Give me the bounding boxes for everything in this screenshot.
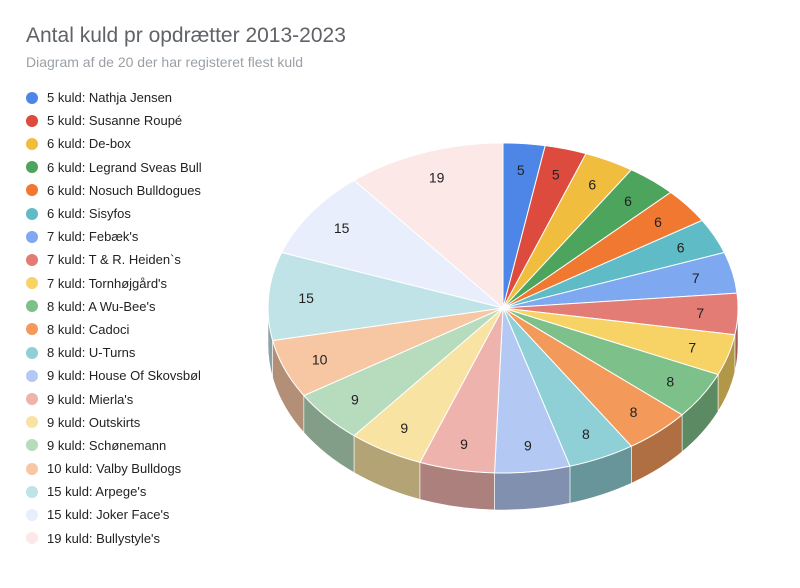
slice-value-label: 19	[429, 169, 445, 185]
slice-value-label: 9	[460, 436, 468, 452]
legend-color-swatch	[26, 161, 38, 174]
legend-label: 8 kuld: U-Turns	[47, 345, 136, 361]
legend-item: 8 kuld: Cadoci	[26, 318, 202, 341]
slice-value-label: 8	[666, 374, 674, 390]
pie-slice	[280, 179, 504, 309]
legend-label: 19 kuld: Bullystyle's	[47, 530, 161, 546]
legend-label: 10 kuld: Valby Bulldogs	[47, 461, 182, 477]
legend-color-swatch	[26, 230, 38, 243]
legend-label: 6 kuld: Sisyfos	[47, 206, 131, 222]
legend-item: 6 kuld: Sisyfos	[26, 202, 202, 225]
legend-label: 9 kuld: Mierla's	[47, 391, 134, 407]
legend-color-swatch	[26, 300, 38, 313]
legend-item: 15 kuld: Arpege's	[26, 480, 202, 503]
legend-item: 6 kuld: De-box	[26, 132, 202, 155]
legend-item: 5 kuld: Susanne Roupé	[26, 109, 202, 132]
legend-color-swatch	[26, 346, 38, 359]
slice-value-label: 6	[624, 193, 632, 209]
legend-item: 9 kuld: Mierla's	[26, 387, 202, 410]
legend-item: 7 kuld: Tornhøjgård's	[26, 272, 202, 295]
chart-title: Antal kuld pr opdrætter 2013-2023	[26, 24, 346, 47]
pie-slice	[353, 142, 504, 310]
legend-item: 6 kuld: Legrand Sveas Bull	[26, 156, 202, 179]
slice-value-label: 9	[351, 392, 359, 408]
legend-color-swatch	[26, 114, 38, 127]
slice-value-label: 5	[517, 162, 525, 178]
legend-color-swatch	[26, 393, 38, 406]
legend-color-swatch	[26, 532, 38, 545]
legend-color-swatch	[26, 277, 38, 290]
legend-color-swatch	[26, 207, 38, 220]
legend-color-swatch	[26, 462, 38, 475]
legend-item: 6 kuld: Nosuch Bulldogues	[26, 179, 202, 202]
legend-color-swatch	[26, 323, 38, 336]
legend-item: 9 kuld: House Of Skovsbøl	[26, 364, 202, 387]
slice-value-label: 8	[630, 404, 638, 420]
legend-label: 9 kuld: Outskirts	[47, 414, 141, 430]
legend-label: 5 kuld: Susanne Roupé	[47, 113, 183, 129]
slice-value-label: 8	[582, 426, 590, 442]
pie-slice	[267, 251, 504, 342]
chart-subtitle: Diagram af de 20 der har registeret fles…	[26, 54, 304, 70]
legend-color-swatch	[26, 91, 38, 104]
legend-label: 6 kuld: Nosuch Bulldogues	[47, 182, 201, 198]
legend-label: 9 kuld: House Of Skovsbøl	[47, 368, 201, 384]
slice-value-label: 6	[588, 176, 596, 192]
pie-top	[267, 142, 739, 474]
slice-value-label: 9	[524, 437, 532, 453]
slice-value-label: 5	[552, 166, 560, 182]
legend-item: 10 kuld: Valby Bulldogs	[26, 457, 202, 480]
legend-label: 15 kuld: Joker Face's	[47, 507, 170, 523]
legend-label: 5 kuld: Nathja Jensen	[47, 90, 173, 106]
legend-color-swatch	[26, 137, 38, 150]
legend-color-swatch	[26, 485, 38, 498]
legend-item: 7 kuld: T & R. Heiden`s	[26, 248, 202, 271]
legend-color-swatch	[26, 439, 38, 452]
legend-item: 9 kuld: Outskirts	[26, 411, 202, 434]
legend-item: 7 kuld: Febæk's	[26, 225, 202, 248]
legend-color-swatch	[26, 184, 38, 197]
slice-value-label: 15	[334, 220, 350, 236]
slice-value-label: 9	[400, 420, 408, 436]
slice-value-label: 10	[312, 351, 328, 367]
slice-value-label: 15	[298, 290, 314, 306]
slice-value-label: 7	[696, 305, 704, 321]
legend-label: 8 kuld: A Wu-Bee's	[47, 298, 156, 314]
slice-value-label: 7	[688, 339, 696, 355]
legend-label: 7 kuld: Febæk's	[47, 229, 139, 245]
legend-label: 9 kuld: Schønemann	[47, 437, 167, 453]
legend-item: 9 kuld: Schønemann	[26, 434, 202, 457]
pie-side-walls	[267, 307, 739, 511]
legend-label: 15 kuld: Arpege's	[47, 484, 147, 500]
legend-color-swatch	[26, 253, 38, 266]
slice-value-label: 7	[692, 270, 700, 286]
chart-legend: 5 kuld: Nathja Jensen 5 kuld: Susanne Rou…	[26, 86, 202, 550]
legend-item: 5 kuld: Nathja Jensen	[26, 86, 202, 109]
legend-color-swatch	[26, 369, 38, 382]
legend-label: 6 kuld: De-box	[47, 136, 131, 152]
legend-color-swatch	[26, 416, 38, 429]
slice-value-label: 6	[677, 240, 685, 256]
legend-item: 19 kuld: Bullystyle's	[26, 527, 202, 550]
legend-label: 6 kuld: Legrand Sveas Bull	[47, 159, 202, 175]
legend-label: 7 kuld: Tornhøjgård's	[47, 275, 168, 291]
slice-value-label: 6	[654, 214, 662, 230]
legend-item: 8 kuld: U-Turns	[26, 341, 202, 364]
legend-label: 7 kuld: T & R. Heiden`s	[47, 252, 181, 268]
legend-label: 8 kuld: Cadoci	[47, 321, 130, 337]
legend-color-swatch	[26, 508, 38, 521]
legend-item: 8 kuld: A Wu-Bee's	[26, 295, 202, 318]
legend-item: 15 kuld: Joker Face's	[26, 503, 202, 526]
